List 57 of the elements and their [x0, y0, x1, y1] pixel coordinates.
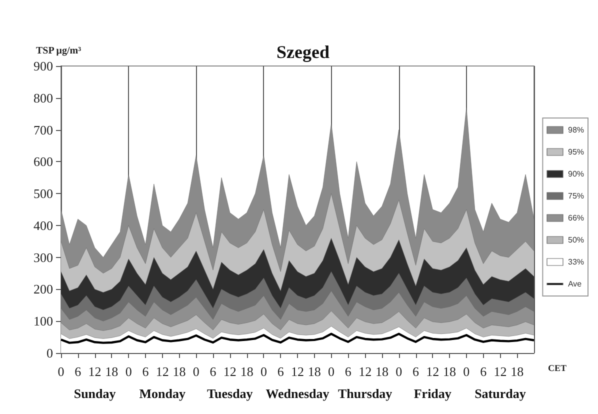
x-tick-label: 12 [223, 364, 236, 379]
legend-label: Ave [568, 280, 582, 288]
x-tick-label: 12 [426, 364, 440, 379]
y-axis-title: TSP μg/m³ [36, 46, 82, 56]
legend-label: 33% [568, 258, 584, 266]
x-axis-title: CET [548, 363, 567, 373]
x-tick-label: 0 [125, 364, 132, 379]
line-series [60, 332, 536, 344]
x-tick-label: 6 [344, 364, 352, 379]
x-tick-label: 6 [142, 364, 150, 379]
text: Thursday [338, 386, 393, 401]
text: Wednesday [266, 386, 330, 401]
x-tick-label: 18 [308, 364, 321, 379]
x-tick-label: 6 [277, 364, 284, 379]
x-tick-label: 6 [412, 364, 420, 379]
text: Monday [139, 386, 186, 401]
x-tick-label: 0 [396, 364, 402, 379]
legend-label: 66% [568, 214, 584, 222]
text: Friday [414, 386, 452, 401]
y-tick-label: 300 [34, 250, 53, 265]
legend-label: 90% [568, 170, 584, 178]
x-tick-label: 18 [510, 364, 524, 379]
x-tick-label: 18 [240, 364, 254, 379]
x-tick-label: 6 [210, 364, 217, 379]
y-tick-label: 0 [46, 346, 53, 360]
text: Sunday [74, 386, 116, 401]
x-tick-label: 0 [463, 364, 470, 379]
y-tick-label: 100 [34, 314, 53, 329]
x-tick-label: 12 [358, 364, 372, 379]
y-tick-label: 200 [34, 282, 53, 297]
x-tick-label: 18 [105, 364, 118, 379]
text: Tuesday [207, 386, 254, 401]
x-tick-label: 0 [192, 364, 200, 379]
x-tick-label: 6 [480, 364, 488, 379]
legend-label: 50% [568, 236, 584, 244]
y-tick-label: 600 [34, 154, 53, 170]
x-tick-label: 12 [88, 364, 102, 379]
y-tick-label: 900 [34, 58, 53, 74]
legend-label: 75% [568, 192, 584, 200]
x-tick-label: 0 [58, 364, 64, 379]
x-tick-label: 6 [74, 364, 82, 379]
x-tick-label: 0 [328, 364, 335, 379]
x-tick-label: 18 [443, 364, 456, 379]
x-tick-label: 18 [375, 364, 388, 379]
text: Saturday [474, 386, 526, 401]
legend-label: 95% [568, 148, 584, 156]
x-tick-label: 18 [172, 364, 186, 379]
y-tick-label: 800 [34, 90, 53, 106]
y-tick-label: 500 [34, 186, 53, 202]
y-tick-label: 400 [34, 218, 53, 233]
y-tick-label: 700 [34, 122, 53, 138]
chart-title: Szeged [276, 42, 330, 62]
legend-label: 98% [568, 126, 584, 134]
x-tick-label: 12 [494, 364, 507, 379]
x-tick-label: 12 [291, 364, 304, 379]
x-tick-label: 0 [260, 364, 267, 379]
x-tick-label: 12 [156, 364, 169, 379]
